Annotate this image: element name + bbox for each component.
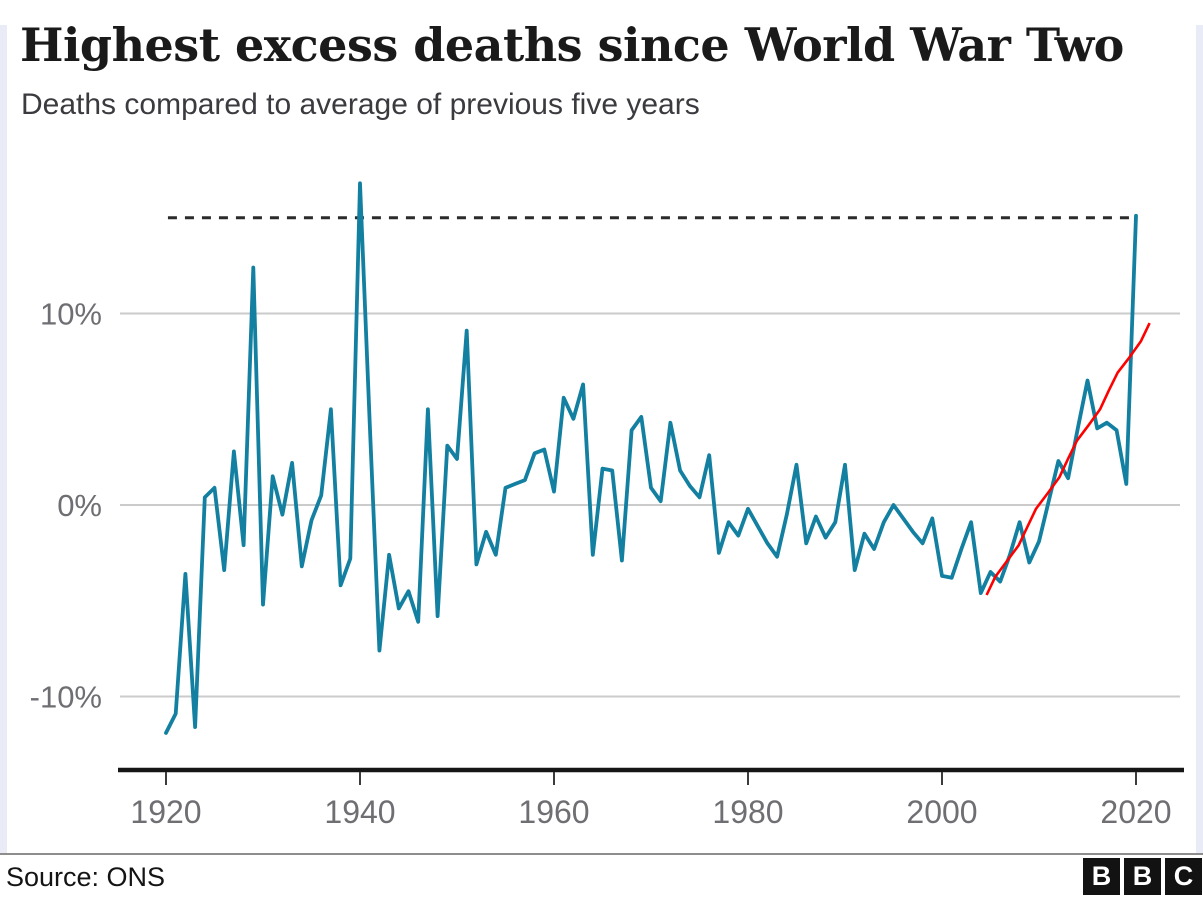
svg-text:-10%: -10% (30, 680, 102, 715)
svg-text:10%: 10% (40, 297, 102, 332)
x-axis (118, 767, 1184, 785)
y-axis-labels: 10% 0% -10% (30, 297, 102, 715)
bbc-logo-letter: B (1083, 858, 1120, 895)
svg-text:0%: 0% (57, 488, 102, 523)
series-line (164, 181, 1138, 735)
page-title: Highest excess deaths since World War Tw… (20, 18, 1124, 72)
source-text: Source: ONS (6, 862, 166, 892)
svg-text:2020: 2020 (1100, 794, 1171, 830)
page-subtitle: Deaths compared to average of previous f… (21, 88, 700, 121)
x-axis-labels: 1920 1940 1960 1980 2000 2020 (130, 794, 1171, 830)
bbc-logo-letter: B (1124, 858, 1161, 895)
svg-text:2000: 2000 (906, 794, 977, 830)
svg-text:1940: 1940 (324, 794, 395, 830)
bbc-logo-letter: C (1165, 858, 1202, 895)
bbc-logo: B B C (1083, 858, 1202, 895)
left-edge-strip (0, 25, 7, 854)
footer-divider (0, 853, 1203, 855)
right-edge-strip (1196, 25, 1203, 854)
svg-text:1980: 1980 (712, 794, 783, 830)
red-trend-annotation (985, 322, 1151, 596)
svg-text:1920: 1920 (130, 794, 201, 830)
svg-text:1960: 1960 (518, 794, 589, 830)
